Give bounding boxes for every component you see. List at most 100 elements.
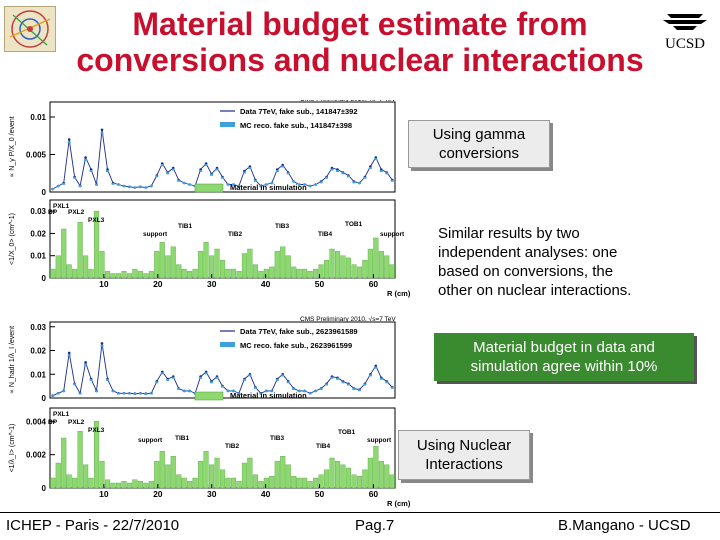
nuclear-material-bar-34 bbox=[236, 481, 242, 489]
nuclear-material-annotation-7: TIB4 bbox=[316, 443, 330, 450]
conversions-rate-mc-point-44 bbox=[292, 180, 296, 183]
nuclear-rate-mc-point-36 bbox=[248, 374, 252, 377]
conversions-rate-mc-point-35 bbox=[242, 171, 246, 174]
nuclear-rate-mc-point-37 bbox=[253, 386, 257, 389]
nuclear-material-bar-26 bbox=[192, 477, 198, 489]
nuclear-material-bar-40 bbox=[269, 476, 275, 489]
conversions-rate-ytick-label-2: 0.01 bbox=[30, 113, 46, 122]
nuclear-rate-legend-swatch-1 bbox=[220, 342, 235, 347]
conversions-material-annotation-1: BP bbox=[48, 209, 58, 216]
nuclear-material-ytick-label-2: 0.004 bbox=[26, 417, 47, 426]
conversions-rate-mc-point-50 bbox=[325, 176, 328, 179]
cms-logo bbox=[4, 6, 56, 52]
conversions-rate-mc-point-16 bbox=[138, 185, 142, 188]
nuclear-material-bar-23 bbox=[176, 474, 182, 489]
conversions-material-bar-17 bbox=[143, 273, 149, 279]
nuclear-rate-ytick-label-3: 0.03 bbox=[30, 323, 46, 332]
nuclear-material-bar-22 bbox=[170, 456, 176, 489]
nuclear-rate-mc-point-44 bbox=[292, 388, 296, 390]
nuclear-rate-mc-point-9 bbox=[100, 345, 104, 348]
nuclear-material-bar-27 bbox=[198, 461, 204, 489]
nuclear-material-bar-3 bbox=[66, 474, 72, 489]
nuclear-rate-mc-point-62 bbox=[390, 386, 394, 389]
nuclear-rate-mc-point-31 bbox=[221, 385, 224, 388]
conversions-rate-mc-point-34 bbox=[237, 185, 241, 187]
conversions-material-bar-45 bbox=[296, 268, 302, 279]
conversions-material-bar-51 bbox=[329, 248, 335, 279]
conversions-rate-mc-point-20 bbox=[160, 164, 164, 166]
nuclear-rate-mc-point-55 bbox=[352, 388, 356, 390]
slide-title: Material budget estimate from conversion… bbox=[20, 6, 700, 78]
nuclear-material-bar-60 bbox=[378, 461, 384, 489]
conversions-material-bar-54 bbox=[345, 257, 352, 279]
footer-left: ICHEP - Paris - 22/7/2010 bbox=[6, 517, 180, 534]
nuclear-material-bar-45 bbox=[296, 477, 302, 489]
nuclear-rate-mc-point-50 bbox=[325, 383, 328, 386]
nuclear-material-bar-37 bbox=[252, 474, 258, 489]
nuclear-rate-mc-point-24 bbox=[182, 390, 186, 393]
nuclear-material-bar-53 bbox=[340, 464, 346, 489]
conversions-material-bar-26 bbox=[192, 268, 198, 279]
nuclear-material-bar-20 bbox=[159, 451, 165, 489]
conversions-material-annotation-5: TIB2 bbox=[228, 231, 242, 238]
conversions-rate-mc-point-56 bbox=[357, 182, 361, 184]
note-similar-line-4: other on nuclear interactions. bbox=[438, 282, 632, 299]
nuclear-rate-mc-point-2 bbox=[62, 390, 66, 393]
conversions-material-bar-18 bbox=[148, 271, 154, 279]
nuclear-material-xtick-label-0: 10 bbox=[99, 489, 109, 499]
title-line-1: Material budget estimate from bbox=[132, 6, 588, 42]
conversions-rate-mc-point-59 bbox=[374, 158, 378, 160]
nuclear-rate-mc-point-51 bbox=[330, 376, 334, 379]
conversions-material-bar-59 bbox=[373, 237, 379, 279]
conversions-material-bar-44 bbox=[291, 266, 297, 279]
nuclear-rate-mc-point-6 bbox=[84, 363, 88, 366]
nuclear-rate-mc-point-35 bbox=[242, 378, 246, 381]
conversions-material-bar-49 bbox=[318, 264, 324, 279]
conversions-material-bar-8 bbox=[93, 210, 100, 279]
conversions-rate-mc-point-15 bbox=[133, 186, 137, 189]
conversions-material-bar-9 bbox=[99, 251, 105, 279]
conversions-material-bar-16 bbox=[137, 271, 143, 279]
ucsd-logo: UCSD bbox=[655, 8, 715, 52]
nuclear-rate-title: CMS Preliminary 2010, √s=7 TeV bbox=[300, 315, 396, 323]
ucsd-logo-text: UCSD bbox=[665, 36, 705, 52]
conversions-rate-mc-point-51 bbox=[330, 168, 334, 171]
conversions-rate-mc-point-42 bbox=[281, 165, 285, 168]
nuclear-material-bar-58 bbox=[367, 457, 373, 489]
conversions-material-bar-32 bbox=[225, 268, 231, 279]
nuclear-material-bar-44 bbox=[291, 476, 297, 489]
note-budget-line-1: Material budget in data and bbox=[473, 339, 655, 356]
nuclear-material-bar-57 bbox=[362, 469, 368, 489]
nuclear-rate-mc-point-7 bbox=[89, 378, 93, 381]
nuclear-rate-mc-point-5 bbox=[78, 392, 82, 395]
footer-right: B.Mangano - UCSD bbox=[558, 517, 691, 534]
conversions-material-bar-3 bbox=[66, 264, 72, 279]
conversions-rate-title: CMS Preliminary 2010, √s=7 TeV bbox=[300, 100, 396, 103]
nuclear-rate-mc-point-8 bbox=[95, 390, 98, 393]
nuclear-material-ytick-label-0: 0 bbox=[42, 484, 47, 493]
nuclear-rate-ylabel: ∝ N_hadr 1/λ_I /event bbox=[9, 326, 16, 394]
conversions-material-bar-38 bbox=[258, 271, 264, 279]
nuclear-rate-mc-point-23 bbox=[177, 388, 181, 390]
conversions-rate-mc-point-43 bbox=[286, 172, 290, 175]
conversions-material-xtick-label-2: 30 bbox=[207, 279, 217, 289]
nuclear-rate-mc-point-16 bbox=[138, 392, 142, 395]
conversions-material-annotation-9: support bbox=[143, 231, 168, 238]
nuclear-rate-ytick-label-0: 0 bbox=[42, 394, 47, 403]
nuclear-material-annotation-4: TIB1 bbox=[175, 435, 189, 442]
conversions-rate-mc-point-40 bbox=[270, 182, 274, 184]
nuclear-rate-mc-point-12 bbox=[117, 392, 120, 395]
nuclear-rate-mc-point-38 bbox=[259, 392, 263, 395]
nuclear-material-bar-10 bbox=[104, 479, 111, 489]
conversions-material-bar-23 bbox=[176, 264, 182, 279]
nuclear-material-bar-39 bbox=[263, 477, 269, 489]
nuclear-rate-mc-point-41 bbox=[275, 378, 279, 381]
conversions-rate-mc-point-17 bbox=[144, 186, 148, 189]
conversions-rate-mc-point-61 bbox=[385, 172, 389, 175]
conversions-rate-legend-label-0: Data 7TeV, fake sub., 141847±392 bbox=[240, 107, 358, 116]
nuclear-rate-mc-point-19 bbox=[155, 381, 159, 384]
conversions-material-bar-56 bbox=[356, 266, 363, 279]
conversions-material-ylabel: <1/X_0> (cm^-1) bbox=[9, 213, 16, 265]
nuclear-rate-mc-point-25 bbox=[188, 390, 192, 393]
conversions-rate-mc-point-52 bbox=[336, 170, 339, 172]
